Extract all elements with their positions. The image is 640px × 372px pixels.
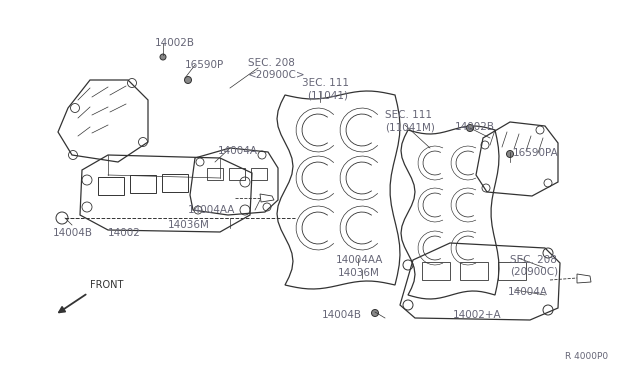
Text: <20900C>: <20900C> xyxy=(248,70,306,80)
Circle shape xyxy=(371,310,378,317)
Circle shape xyxy=(467,125,474,131)
Text: 14004AA: 14004AA xyxy=(336,255,383,265)
Text: 14002B: 14002B xyxy=(155,38,195,48)
Circle shape xyxy=(160,54,166,60)
Bar xyxy=(98,177,124,195)
Bar xyxy=(422,262,450,280)
Bar xyxy=(460,262,488,280)
Text: 14002: 14002 xyxy=(108,228,141,238)
Text: (20900C): (20900C) xyxy=(510,267,558,277)
Bar xyxy=(207,168,223,180)
Text: SEC. 208: SEC. 208 xyxy=(510,255,557,265)
Bar xyxy=(162,174,188,192)
Text: SEC. 208: SEC. 208 xyxy=(248,58,295,68)
Text: 14004B: 14004B xyxy=(322,310,362,320)
Text: R 4000P0: R 4000P0 xyxy=(565,352,608,361)
Circle shape xyxy=(506,151,513,157)
Text: 14036M: 14036M xyxy=(168,220,210,230)
Text: SEC. 111: SEC. 111 xyxy=(385,110,432,120)
Bar xyxy=(251,168,267,180)
Bar xyxy=(498,262,526,280)
Text: 3EC. 111: 3EC. 111 xyxy=(302,78,349,88)
Text: 14002+A: 14002+A xyxy=(453,310,502,320)
Circle shape xyxy=(184,77,191,83)
Text: 16590PA: 16590PA xyxy=(513,148,559,158)
Text: 14004A: 14004A xyxy=(508,287,548,297)
Text: 14004A: 14004A xyxy=(218,146,258,156)
Text: 14002B: 14002B xyxy=(455,122,495,132)
Text: 16590P: 16590P xyxy=(185,60,224,70)
Text: FRONT: FRONT xyxy=(90,280,124,290)
Bar xyxy=(229,168,245,180)
Text: 14004B: 14004B xyxy=(53,228,93,238)
Text: (11041M): (11041M) xyxy=(385,122,435,132)
Text: (11041): (11041) xyxy=(307,90,348,100)
Text: 14036M: 14036M xyxy=(338,268,380,278)
Text: 14004AA: 14004AA xyxy=(188,205,236,215)
Bar xyxy=(130,175,156,193)
